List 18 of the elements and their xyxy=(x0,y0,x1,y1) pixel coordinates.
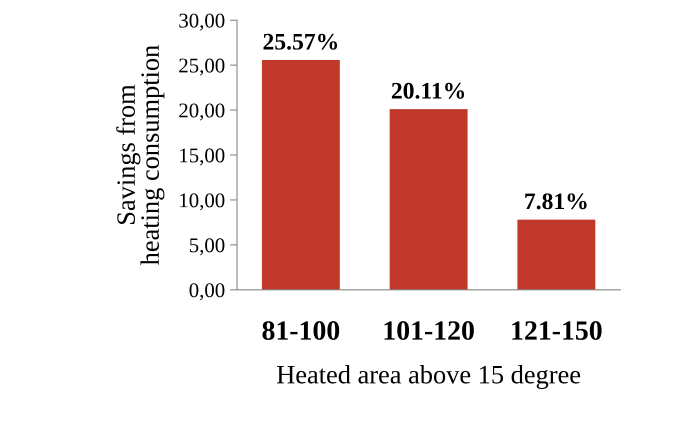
bar xyxy=(262,60,340,290)
data-label: 25.57% xyxy=(264,34,338,50)
bar xyxy=(390,109,468,290)
y-tick-label: 25,00 xyxy=(179,58,224,76)
y-tick-label: 20,00 xyxy=(179,103,224,121)
x-tick-label: 121-150 xyxy=(512,321,602,340)
y-axis-title: Savings from heating consumption xyxy=(116,45,164,266)
bar xyxy=(517,220,596,290)
data-label: 7.81% xyxy=(525,193,587,210)
y-tick-label: 10,00 xyxy=(180,193,224,210)
y-tick-label: 5,00 xyxy=(190,238,224,256)
y-tick-label: 15,00 xyxy=(180,148,224,166)
x-axis-title: Heated area above 15 degree xyxy=(277,365,580,390)
x-tick-label: 81-100 xyxy=(262,321,340,340)
y-tick-label: 0,00 xyxy=(190,283,224,300)
y-tick-label: 30,00 xyxy=(179,14,224,31)
x-tick-label: 101-120 xyxy=(384,321,474,340)
data-label: 20.11% xyxy=(392,82,464,99)
